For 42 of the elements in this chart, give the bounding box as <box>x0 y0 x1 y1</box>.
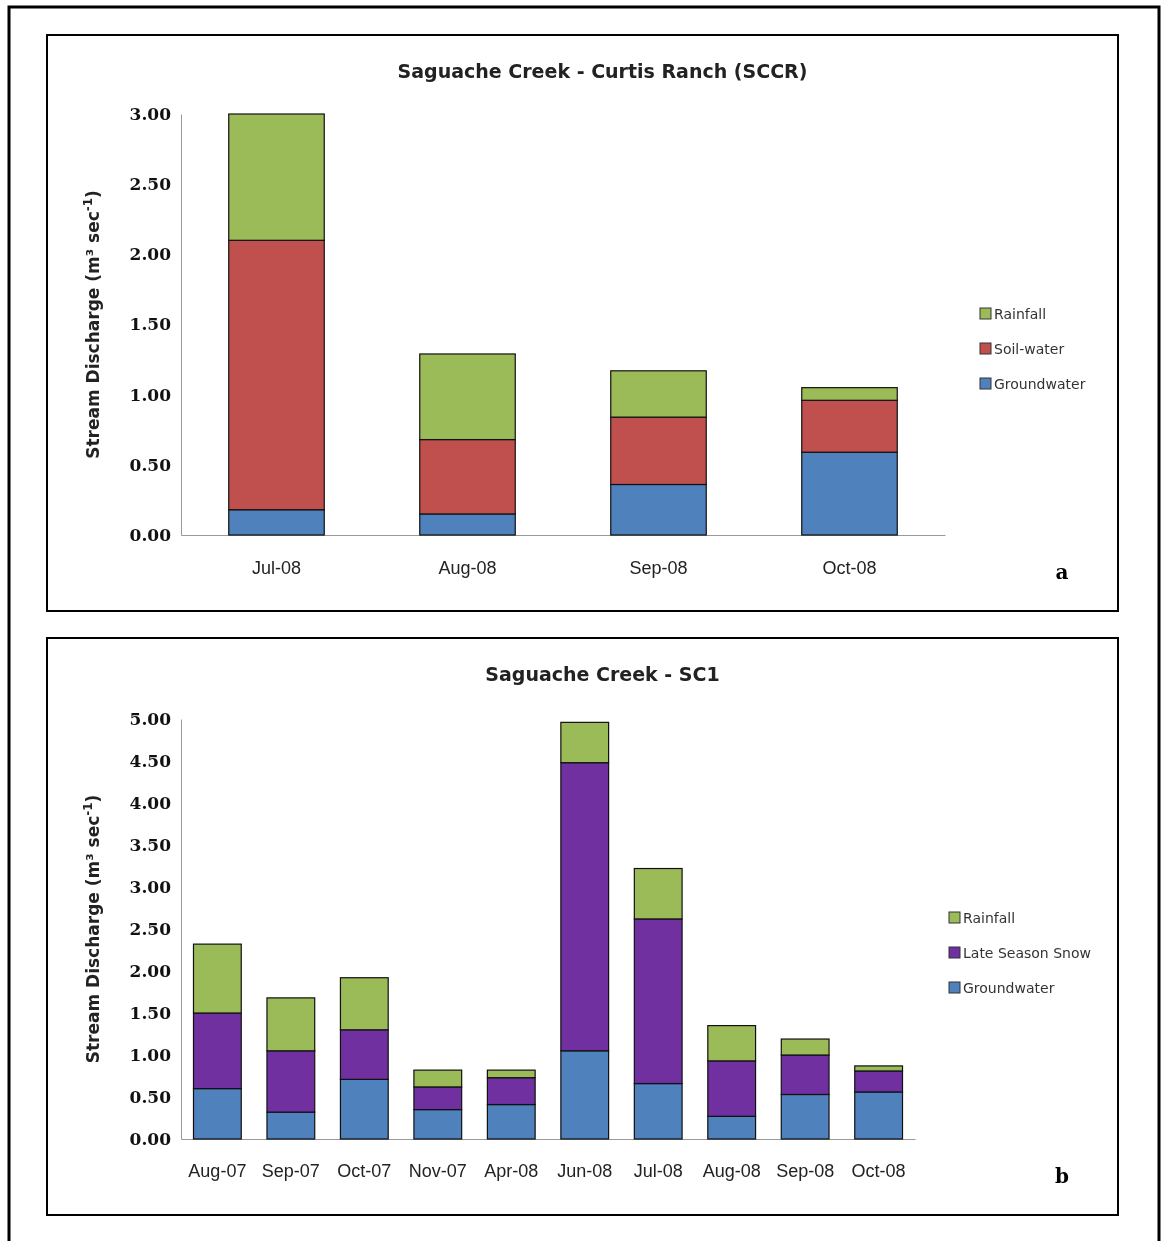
x-tick-label: Jun-08 <box>557 1160 613 1181</box>
y-tick-label: 4.50 <box>129 750 172 771</box>
x-tick-label: Aug-08 <box>702 1160 761 1181</box>
text: b <box>1055 1164 1070 1188</box>
x-tick-label: Sep-07 <box>261 1160 320 1181</box>
chart-title: Saguache Creek - SC1 <box>485 663 720 685</box>
y-tick-label: 2.50 <box>129 174 172 195</box>
chart-title: Saguache Creek - Curtis Ranch (SCCR) <box>397 60 808 82</box>
y-tick-label: 0.50 <box>129 454 172 475</box>
x-tick-label: Apr-08 <box>484 1160 539 1181</box>
y-tick-label: 3.00 <box>129 876 172 897</box>
y-tick-label: 2.50 <box>129 918 172 939</box>
y-tick-label: 0.50 <box>129 1086 172 1107</box>
x-tick-label: Nov-07 <box>408 1160 467 1181</box>
y-tick-label: 4.00 <box>129 792 172 813</box>
legend-label: Soil-water <box>994 341 1065 357</box>
legend-label: Groundwater <box>963 980 1055 996</box>
y-tick-label: 1.50 <box>129 1002 172 1023</box>
x-tick-label: Sep-08 <box>629 557 688 578</box>
y-tick-label: 2.00 <box>129 244 172 265</box>
x-tick-label: Aug-07 <box>188 1160 247 1181</box>
x-tick-label: Oct-07 <box>337 1160 392 1181</box>
x-tick-label: Jul-08 <box>251 557 302 578</box>
y-tick-label: 1.00 <box>129 1044 172 1065</box>
y-tick-label: 2.00 <box>129 960 172 981</box>
y-tick-label: 1.00 <box>129 384 172 405</box>
y-tick-label: 3.50 <box>129 834 172 855</box>
y-tick-label: 0.00 <box>129 1128 172 1149</box>
legend-label: Late Season Snow <box>963 945 1091 961</box>
y-tick-label: 1.50 <box>129 314 172 335</box>
x-tick-label: Oct-08 <box>851 1160 906 1181</box>
y-tick-label: 3.00 <box>129 103 172 124</box>
x-tick-label: Oct-08 <box>822 557 877 578</box>
legend-label: Rainfall <box>963 910 1016 926</box>
legend-label: Rainfall <box>994 306 1047 322</box>
y-tick-label: 0.00 <box>129 524 172 545</box>
x-tick-label: Jul-08 <box>633 1160 683 1181</box>
text: a <box>1055 560 1069 584</box>
x-tick-label: Sep-08 <box>776 1160 835 1181</box>
y-tick-label: 5.00 <box>129 708 172 729</box>
legend-label: Groundwater <box>994 376 1086 392</box>
x-tick-label: Aug-08 <box>438 557 497 578</box>
